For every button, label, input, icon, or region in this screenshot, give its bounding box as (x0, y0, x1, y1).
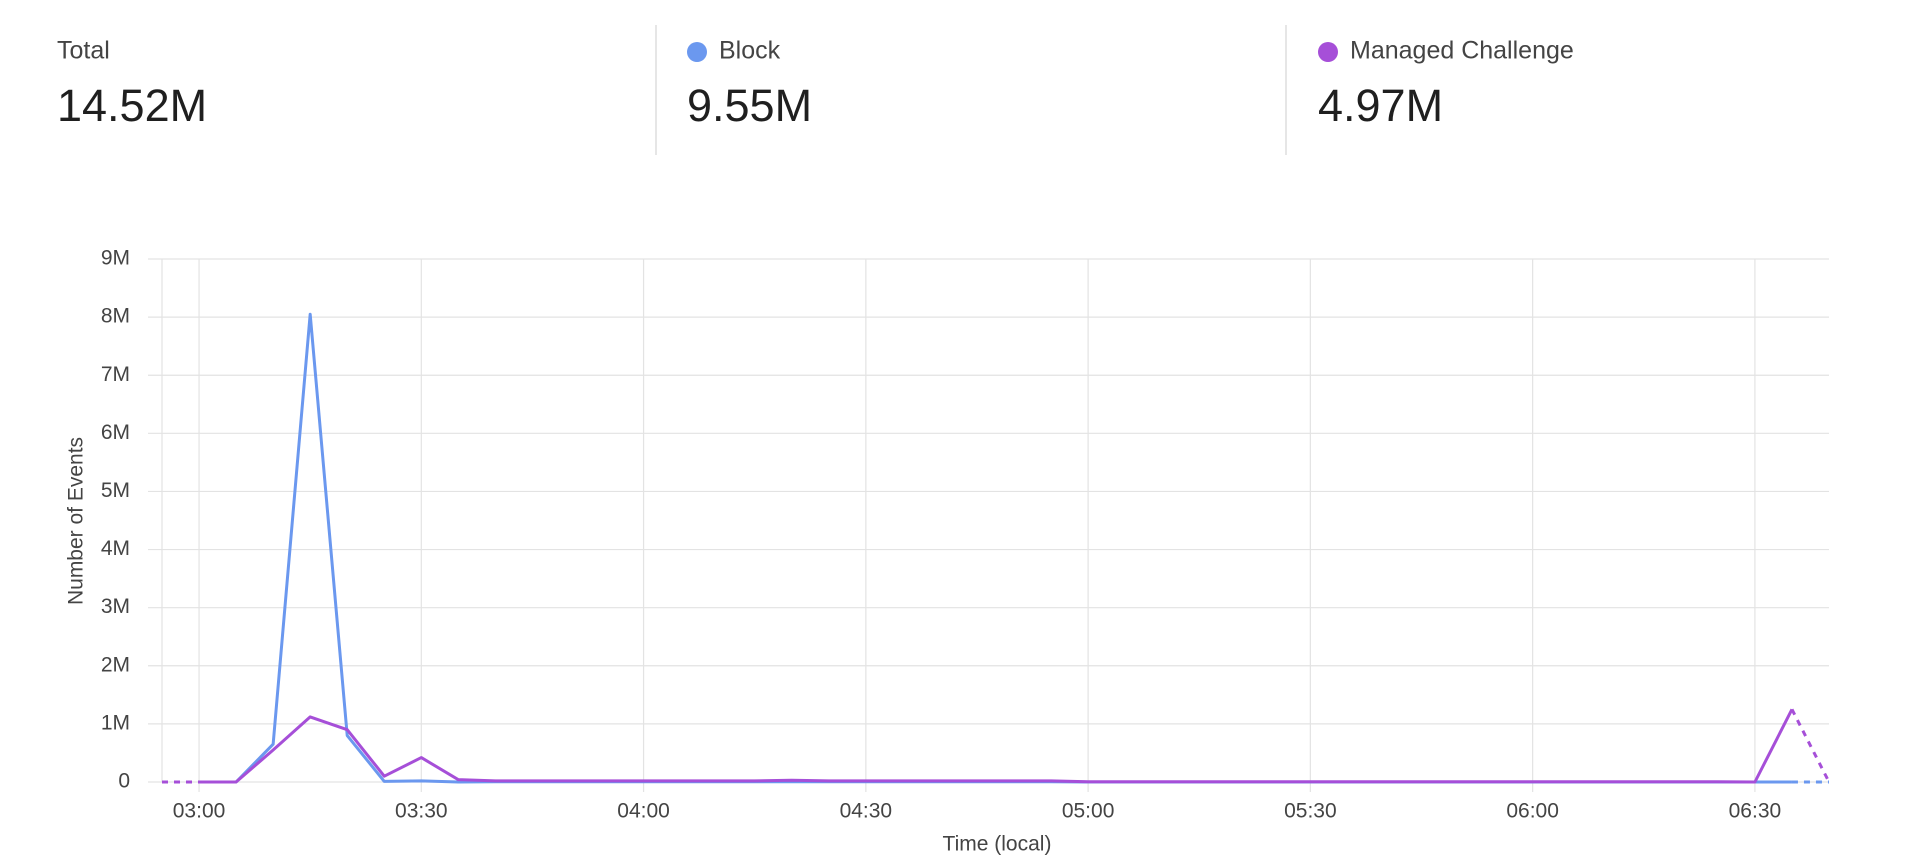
y-tick-label: 4M (101, 537, 130, 560)
y-axis-title: Number of Events (65, 437, 88, 605)
y-tick-label: 6M (101, 421, 130, 444)
x-tick-label: 04:00 (617, 800, 670, 823)
y-tick-label: 1M (101, 711, 130, 734)
x-tick-label: 03:00 (173, 800, 226, 823)
y-tick-label: 3M (101, 595, 130, 618)
stat-label: Total (57, 37, 110, 65)
stat-value: 9.55M (687, 80, 812, 131)
legend-dot (687, 42, 707, 62)
x-axis-title: Time (local) (943, 833, 1052, 856)
y-tick-label: 7M (101, 363, 130, 386)
y-tick-label: 2M (101, 653, 130, 676)
stat-label: Managed Challenge (1350, 37, 1574, 65)
stat-label: Block (719, 37, 781, 65)
y-tick-label: 9M (101, 247, 130, 270)
legend-dot (1318, 42, 1338, 62)
y-tick-label: 8M (101, 305, 130, 328)
line-dashed-edge (1790, 708, 1831, 783)
line (199, 312, 1792, 784)
stat-value: 14.52M (57, 80, 207, 131)
x-tick-label: 06:00 (1506, 800, 1559, 823)
y-tick-label: 0 (118, 770, 130, 793)
x-tick-label: 04:30 (840, 800, 893, 823)
x-tick-label: 03:30 (395, 800, 448, 823)
line (199, 708, 1794, 784)
y-tick-label: 5M (101, 479, 130, 502)
stat-value: 4.97M (1318, 80, 1443, 131)
x-tick-label: 06:30 (1729, 800, 1782, 823)
x-tick-label: 05:00 (1062, 800, 1115, 823)
x-tick-label: 05:30 (1284, 800, 1337, 823)
